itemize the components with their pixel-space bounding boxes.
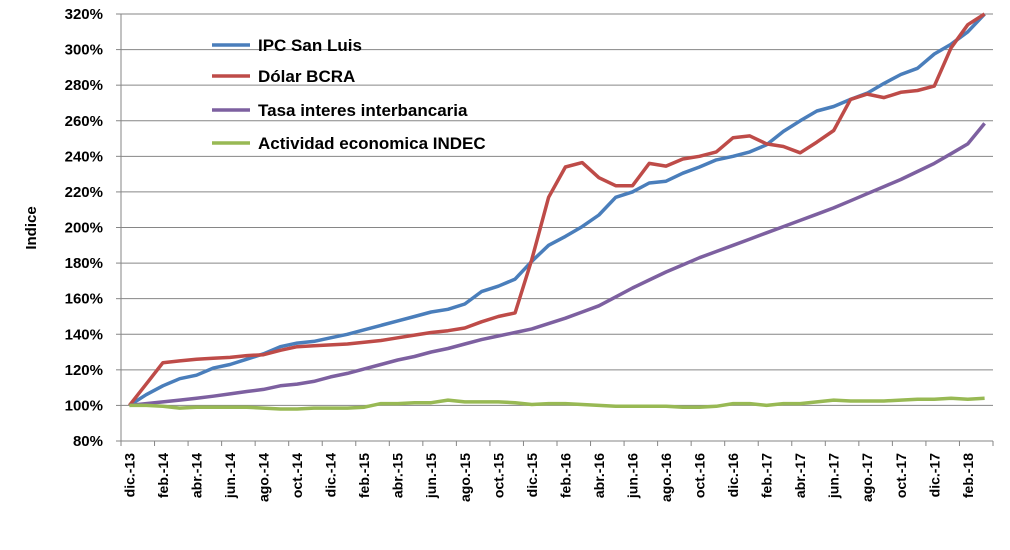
y-tick-labels: 80% 100% 120% 140% 160% 180% 200% 220% 240% 260% 2… [65,6,103,450]
series-lines [128,12,986,411]
y-tick-label: 240% [65,148,103,165]
series-line-0 [128,12,986,407]
x-tick-label: abr.-14 [188,453,204,498]
legend-label: Dólar BCRA [258,67,355,86]
y-tick-label: 260% [65,113,103,130]
x-tick-label: oct.-15 [490,453,506,498]
series-line-3 [129,396,985,411]
y-tick-label: 200% [65,220,103,237]
x-tick-label: oct.-14 [289,453,305,498]
y-tick-label: 120% [65,362,103,379]
series-line-2 [129,122,986,408]
x-tick-label: ago.-15 [457,453,473,502]
x-tick-label: feb.-14 [155,453,171,498]
x-tick-label: dic.-16 [725,453,741,498]
x-tick-label: ago.-17 [859,453,875,502]
series-line-1 [128,12,986,407]
x-tick-label: feb.-17 [759,453,775,498]
y-tick-label: 100% [65,397,103,414]
y-tick-label: 220% [65,184,103,201]
x-tick-label: jun.-15 [423,453,439,499]
y-tick-label: 80% [73,433,103,450]
x-tick-label: abr.-16 [591,453,607,498]
x-tick-label: ago.-14 [256,453,272,502]
x-tick-label: abr.-17 [792,453,808,498]
x-tick-label: abr.-15 [390,453,406,498]
y-tick-label: 180% [65,255,103,272]
x-tick-label: dic.-17 [926,453,942,498]
y-tick-label: 160% [65,291,103,308]
legend-label: Tasa interes interbancaria [258,101,468,120]
x-tick-label: jun.-14 [222,453,238,499]
y-tick-label: 140% [65,326,103,343]
gridlines [121,13,993,406]
axes [116,13,994,446]
y-tick-label: 320% [65,6,103,23]
x-tick-label: dic.-13 [121,453,137,498]
x-tick-label: feb.-15 [356,453,372,498]
y-axis-label: Indice [23,206,40,249]
x-tick-label: jun.-17 [826,453,842,499]
x-tick-label: oct.-17 [893,453,909,498]
x-tick-label: dic.-15 [524,453,540,498]
y-tick-label: 280% [65,77,103,94]
x-tick-label: ago.-16 [658,453,674,502]
legend-label: IPC San Luis [258,36,362,55]
x-tick-labels: dic.-13 feb.-14 abr.-14 jun.-14 ago.-14 oct.-… [121,453,975,502]
x-tick-label: feb.-16 [557,453,573,498]
legend: IPC San Luis Dólar BCRA Tasa interes inter… [212,36,486,153]
x-tick-label: feb.-18 [960,453,976,498]
x-tick-label: oct.-16 [692,453,708,498]
y-tick-label: 300% [65,42,103,59]
x-tick-label: dic.-14 [323,453,339,498]
x-tick-label: jun.-16 [624,453,640,499]
legend-label: Actividad economica INDEC [258,134,486,153]
